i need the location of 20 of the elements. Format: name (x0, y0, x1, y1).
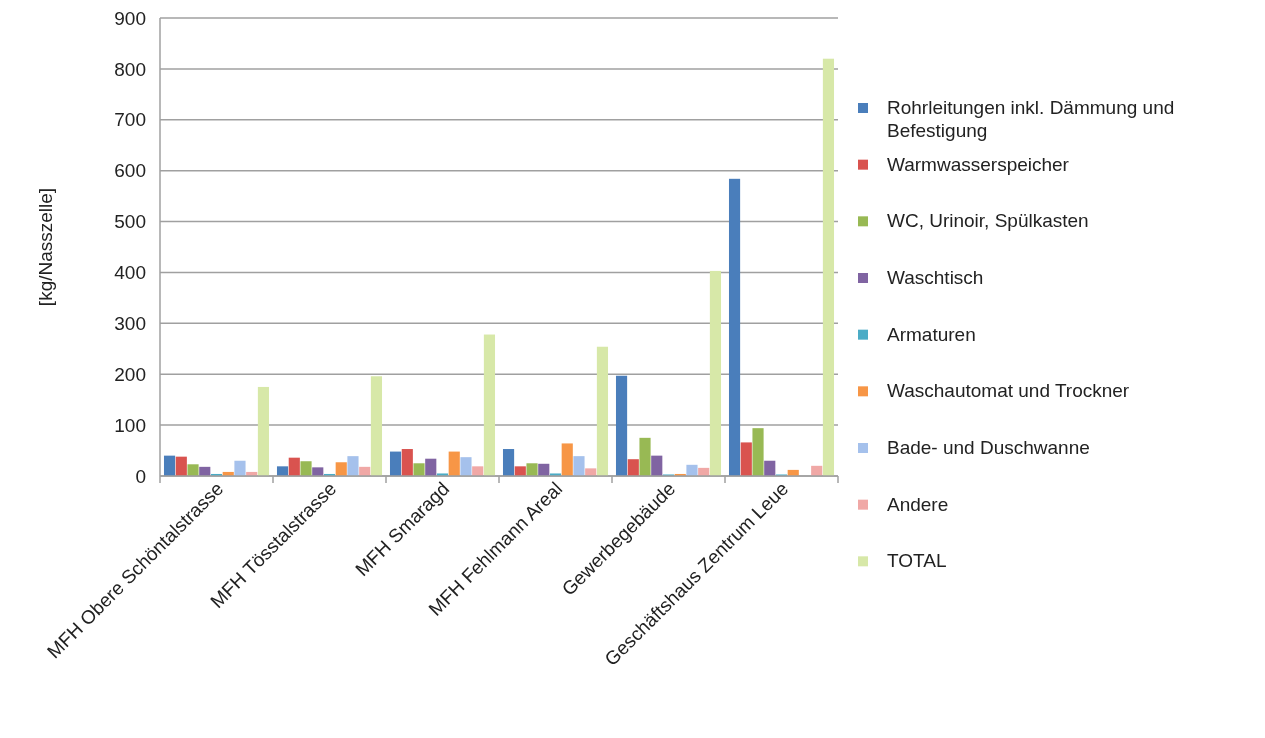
y-tick-label: 300 (114, 312, 146, 334)
legend-label: TOTAL (887, 550, 947, 572)
legend-label: Waschtisch (887, 267, 984, 288)
y-tick-label: 700 (114, 109, 146, 131)
y-tick-label: 0 (135, 465, 146, 487)
y-tick-label: 600 (114, 160, 146, 182)
legend-label: Warmwasserspeicher (887, 153, 1070, 175)
legend-label: WC, Urinoir, Spülkasten (887, 210, 1089, 232)
legend-label: Armaturen (887, 323, 976, 345)
y-tick-label: 100 (114, 414, 146, 436)
y-tick-label: 500 (114, 211, 146, 233)
y-tick-label: 400 (114, 262, 146, 284)
y-tick-label: 200 (114, 363, 146, 385)
legend-label: Andere (887, 493, 949, 515)
legend-label: Bade- und Duschwanne (887, 437, 1090, 458)
legend-label: Rohrleitungen inkl. Dämmung und Befestigung (887, 97, 1175, 141)
legend-label: Waschautomat und Trockner (887, 380, 1130, 402)
y-tick-label: 800 (114, 58, 146, 80)
y-tick-label: 900 (114, 7, 146, 29)
y-axis-title: [kg/Nasszelle] (35, 187, 56, 307)
